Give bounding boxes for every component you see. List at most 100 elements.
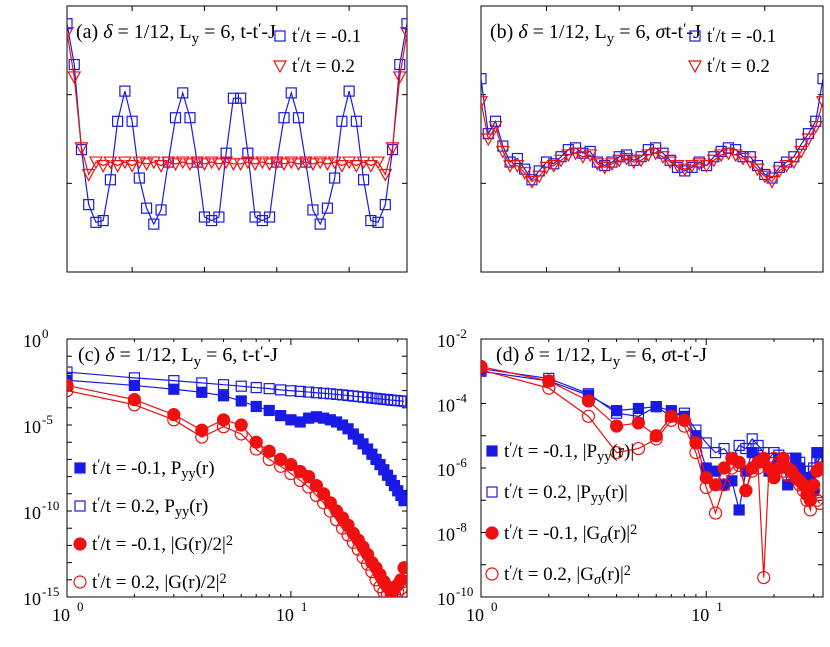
x-tick-exponent: 0 <box>491 599 498 614</box>
data-point <box>609 419 624 433</box>
legend-label: t′/t = -0.1, Pyy(r) <box>92 457 215 482</box>
series-line <box>67 390 405 597</box>
legend-label: t′/t = -0.1, |Pyy(r)| <box>504 440 634 465</box>
data-point <box>217 390 230 402</box>
legend-marker <box>73 575 87 589</box>
data-point <box>357 174 370 186</box>
legend-entry: t′/t = -0.1, |Pyy(r)| <box>486 440 634 465</box>
legend-label: t′/t = -0.1 <box>707 25 776 47</box>
data-point <box>751 461 765 475</box>
data-point <box>146 156 161 170</box>
panel-title: (d) δ = 1/12, Ly = 6, σt-t′-J <box>496 344 707 370</box>
panel-a: (a) δ = 1/12, Ly = 6, t-t′-J t′/t = -0.1 t… <box>66 5 408 273</box>
data-point <box>291 158 306 172</box>
data-point <box>307 204 319 216</box>
data-point <box>285 414 297 426</box>
data-point <box>195 430 209 444</box>
data-point <box>609 446 624 460</box>
panel-title: (a) δ = 1/12, Ly = 6, t-t′-J <box>76 21 276 47</box>
data-point <box>169 112 182 124</box>
data-point <box>765 175 780 189</box>
data-point <box>794 145 809 159</box>
series-line <box>67 371 405 402</box>
data-point <box>524 175 539 189</box>
data-point <box>503 160 518 173</box>
data-point <box>363 160 378 173</box>
x-tick-label: 10 <box>466 605 484 625</box>
data-point <box>392 71 407 85</box>
data-point <box>733 504 745 516</box>
data-point <box>284 466 298 481</box>
data-point <box>275 410 287 422</box>
data-point <box>263 383 275 395</box>
data-point <box>103 156 118 170</box>
data-point <box>767 451 781 465</box>
data-point <box>242 147 254 159</box>
axes-frame <box>480 5 824 273</box>
data-point <box>631 441 646 456</box>
data-point <box>372 216 384 228</box>
data-point <box>539 161 554 175</box>
data-point <box>249 435 263 449</box>
data-point <box>526 174 538 186</box>
data-point <box>274 459 288 473</box>
data-point <box>206 214 218 227</box>
data-point <box>248 158 263 172</box>
data-point <box>331 388 343 401</box>
data-point <box>277 158 292 172</box>
data-point <box>302 480 316 494</box>
y-tick-exponent: -2 <box>456 326 467 341</box>
data-point <box>249 211 261 223</box>
data-point <box>285 385 297 397</box>
data-point <box>706 154 721 168</box>
legend-entry: t′/t = 0.2, |Pyy(r)| <box>486 481 628 506</box>
data-point <box>216 413 231 427</box>
data-point <box>263 211 276 223</box>
data-point <box>517 167 532 180</box>
data-point <box>384 590 398 597</box>
data-point <box>262 452 276 466</box>
data-point <box>324 388 336 400</box>
y-tick-exponent: -6 <box>456 455 467 470</box>
data-point <box>104 174 117 186</box>
legend-marker <box>687 60 703 74</box>
data-point <box>685 160 700 173</box>
data-point <box>726 475 738 487</box>
legend-marker <box>272 60 288 74</box>
data-point <box>377 585 391 597</box>
data-point <box>757 570 771 585</box>
data-point <box>67 378 74 393</box>
data-point <box>167 408 181 422</box>
data-point <box>796 483 810 498</box>
legend-label: t′/t = 0.2 <box>292 55 355 77</box>
y-tick-label: 10 <box>437 589 455 609</box>
data-point <box>168 383 180 395</box>
panel-d: 10 0 10 110 -210 -410 -610 -810 -10(d) δ = 1/12,… <box>437 326 824 625</box>
data-point <box>732 458 746 473</box>
data-point <box>631 416 646 430</box>
data-point <box>343 85 355 97</box>
x-tick-label: 10 <box>276 605 294 625</box>
series-layer <box>67 18 407 230</box>
data-point <box>650 401 662 413</box>
data-point <box>320 158 335 172</box>
data-point <box>725 461 739 475</box>
data-point <box>561 149 576 163</box>
data-point <box>786 156 801 170</box>
data-point <box>546 160 561 173</box>
data-point <box>708 506 723 520</box>
data-point <box>197 158 212 172</box>
panel-title: (b) δ = 1/12, Ly = 6, σt-t′-J <box>490 21 701 47</box>
data-point <box>739 483 753 498</box>
data-point <box>213 211 225 223</box>
data-point <box>649 429 663 443</box>
data-point <box>575 151 590 164</box>
data-point <box>346 535 360 549</box>
data-point <box>310 387 323 399</box>
legend-entry: t′/t = 0.2, |Gσ(r)|2 <box>485 563 631 588</box>
data-point <box>318 387 330 399</box>
data-point <box>198 211 211 223</box>
y-tick-label: 10 <box>23 589 41 609</box>
data-point <box>677 419 691 433</box>
data-point <box>67 384 74 398</box>
